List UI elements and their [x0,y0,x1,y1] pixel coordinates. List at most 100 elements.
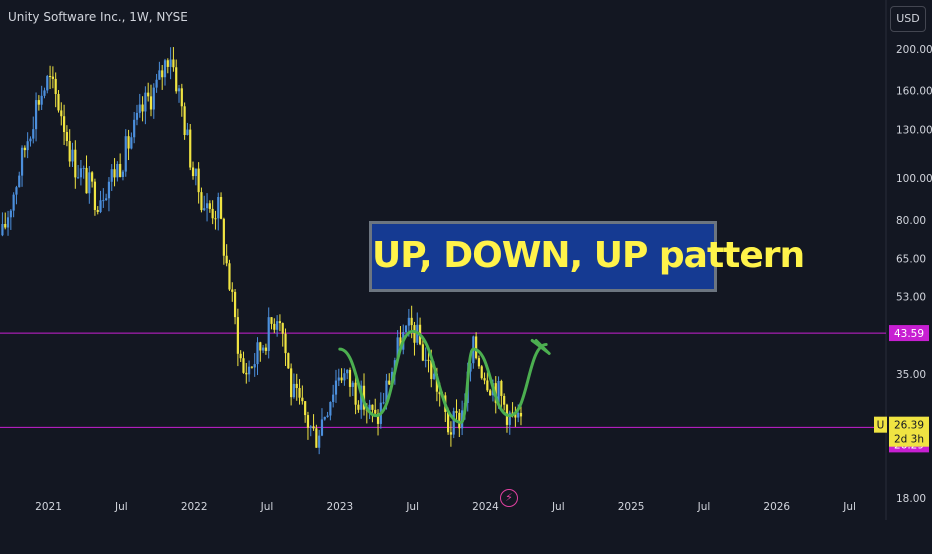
candle-body [407,317,410,326]
candle-body [34,100,38,130]
candle-body [340,377,343,381]
candle-body [46,76,49,91]
candle-body [29,138,32,142]
time-axis-tick: 2026 [763,501,790,513]
countdown-label: 2d 3h [894,434,924,446]
candle-body [519,412,523,417]
candle-body [194,168,197,177]
candle-body [447,411,450,433]
candle-body [430,360,433,380]
pattern-annotation-label[interactable]: UP, DOWN, UP pattern [369,221,805,292]
candle-body [250,366,253,368]
candle-body [247,366,251,375]
pattern-curve [338,329,548,424]
time-axis-tick: 2021 [35,501,62,513]
candle-body [105,198,108,201]
candle-body [511,412,514,414]
candle-body [264,347,268,351]
candle-body [281,323,284,334]
candle-body [121,171,125,177]
candle-body [130,137,133,149]
candle-body [284,333,287,354]
candle-body [374,409,377,414]
candle-body [354,382,357,405]
chart-title: Unity Software Inc., 1W, NYSE [8,10,188,24]
candle-body [273,323,276,330]
candle-body [205,203,209,209]
candle-body [371,404,374,410]
candle-body [62,116,66,133]
candle-body [82,167,85,169]
symbol-badge [874,416,887,433]
level-badge-top [889,325,929,342]
candle-body [180,88,183,107]
candle-body [326,415,329,417]
price-axis-tick: 160.00 [896,86,932,98]
candle-body [337,377,340,381]
candle-body [208,203,211,209]
lightning-icon[interactable]: ⚡ [500,489,518,507]
candle-body [113,169,116,178]
candle-body [158,70,161,80]
candle-body [222,218,225,256]
candle-body [228,263,231,290]
candle-body [133,119,136,138]
currency-button[interactable]: USD [890,6,926,32]
candle-body [211,208,214,219]
candle-body [245,372,248,375]
candle-body [144,92,147,112]
candle-body [399,337,402,350]
candle-body [256,342,259,365]
price-axis-tick: 65.00 [896,254,926,266]
candle-body [287,353,290,369]
candle-body [514,413,517,418]
candle-body [189,129,192,168]
candle-body [231,289,234,292]
candle-body [301,397,304,402]
candle-body [239,353,242,359]
candle-body [149,96,153,110]
candle-body [20,147,24,176]
candle-body [489,390,492,396]
time-axis-tick: Jul [260,501,274,513]
candle-body [9,210,12,218]
candle-body [276,321,279,330]
candle-body [48,76,52,78]
candle-body [334,380,338,395]
candle-body [458,412,461,429]
candle-body [290,368,293,398]
time-axis-tick: 2022 [181,501,208,513]
candle-body [376,413,380,424]
candle-body [65,132,68,142]
candle-body [191,167,195,177]
candle-body [99,200,102,212]
candle-body [93,181,97,211]
candle-body [295,383,298,389]
candle-body [88,172,91,194]
candle-body [60,110,63,117]
candle-body [486,380,489,391]
candle-body [500,380,503,396]
candle-body [155,79,158,88]
candle-body [413,325,416,343]
candle-body [396,337,399,361]
candle-body [318,435,321,448]
candle-body [57,94,60,111]
candle-body [404,325,408,333]
price-axis-tick: 100.00 [896,173,932,185]
candle-body [346,369,349,374]
candle-body [253,364,256,368]
candle-body [161,70,164,78]
candle-body [18,175,21,188]
candle-body [480,366,483,379]
candle-body [107,181,111,199]
candle-body [455,411,458,413]
candle-body [225,255,228,264]
price-axis-tick: 80.00 [896,215,926,227]
candle-body [262,347,265,351]
candle-body [292,383,296,398]
candle-body [368,404,371,411]
candle-body [508,412,511,425]
